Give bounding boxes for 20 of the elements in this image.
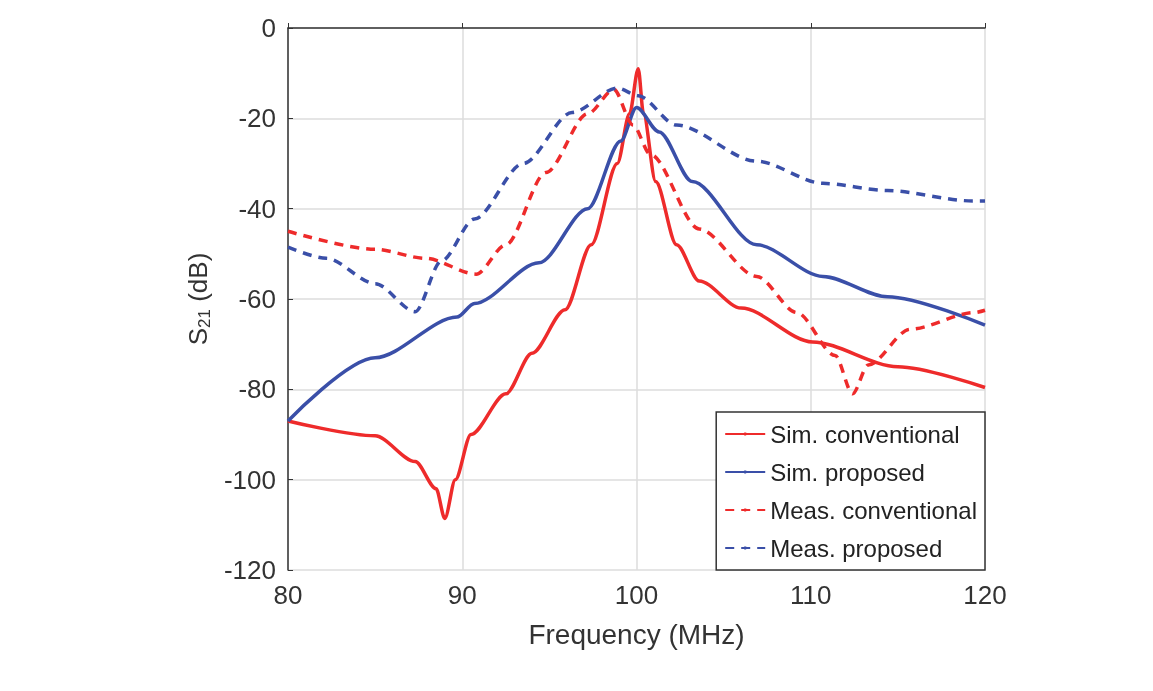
y-tick-label: -60 [238,284,276,314]
y-axis-title: S21 (dB) [182,252,214,346]
x-tick-label: 120 [963,580,1007,610]
y-tick-label: -100 [223,464,276,495]
legend-label: Meas. conventional [770,496,978,524]
legend-label: Sim. proposed [770,458,925,486]
x-tick-label: 80 [273,580,303,610]
line-series [286,86,987,314]
x-tick-label: 110 [790,580,832,610]
line-series [286,66,987,521]
y-tick-label: -20 [238,103,276,134]
y-tick-label: -120 [223,555,276,585]
x-tick-label: 100 [614,580,659,610]
y-tick-label: 0 [261,13,276,43]
x-tick-label: 90 [447,580,477,610]
y-tick-label: -40 [238,193,276,224]
x-axis-title: Frequency (MHz) [528,618,745,650]
legend-label: Meas. proposed [770,534,943,562]
y-tick-label: -80 [238,374,276,405]
legend-label: Sim. conventional [770,420,960,448]
